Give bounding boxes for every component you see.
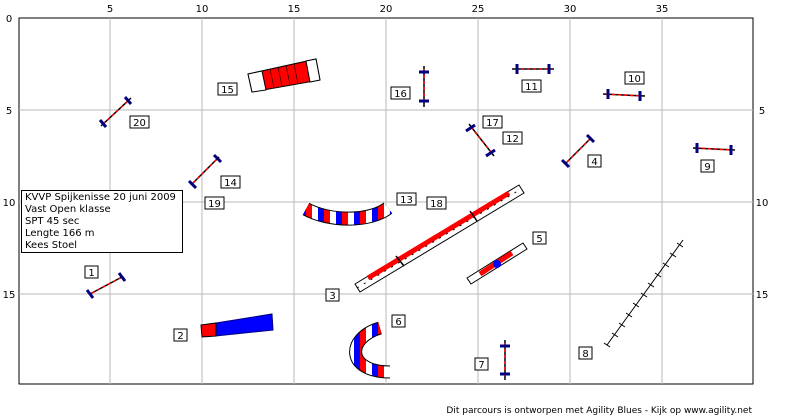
- x-tick: 10: [196, 4, 209, 15]
- x-tick: 35: [656, 4, 669, 15]
- course-info-length: Lengte 166 m: [25, 228, 95, 239]
- obstacle-label-7: 7: [474, 357, 489, 371]
- svg-text:19: 19: [208, 199, 221, 210]
- svg-text:18: 18: [430, 199, 443, 210]
- hurdle-11[interactable]: [512, 64, 554, 74]
- seesaw-5[interactable]: [466, 242, 528, 285]
- svg-text:5: 5: [536, 234, 542, 245]
- course-info-class: Vast Open klasse: [25, 204, 111, 215]
- course-info-event: KVVP Spijkenisse 20 juni 2009: [25, 192, 176, 203]
- y-tick: 15: [756, 290, 769, 301]
- hurdle-12-17[interactable]: [465, 123, 496, 158]
- x-tick: 5: [107, 4, 113, 15]
- course-info-spt: SPT 45 sec: [25, 216, 80, 227]
- y-tick: 15: [3, 290, 16, 301]
- obstacle-label-18: 18: [426, 196, 447, 210]
- svg-text:14: 14: [224, 178, 237, 189]
- x-tick: 30: [564, 4, 577, 15]
- svg-text:16: 16: [394, 89, 407, 100]
- obstacle-label-17: 17: [482, 115, 503, 129]
- x-tick: 25: [472, 4, 485, 15]
- svg-text:3: 3: [329, 291, 335, 302]
- hurdle-7[interactable]: [500, 340, 510, 380]
- svg-text:9: 9: [704, 162, 710, 173]
- svg-text:11: 11: [525, 82, 538, 93]
- svg-text:10: 10: [628, 74, 641, 85]
- x-axis-ticks: 5 10 15 20 25 30 35: [107, 4, 669, 15]
- obstacle-label-2: 2: [173, 328, 188, 342]
- x-tick: 15: [288, 4, 301, 15]
- y-tick: 0: [6, 14, 12, 25]
- svg-text:2: 2: [177, 331, 183, 342]
- hurdle-10[interactable]: [602, 89, 646, 101]
- tunnel-15[interactable]: [247, 58, 321, 93]
- obstacle-label-16: 16: [390, 86, 411, 100]
- obstacle-label-12: 12: [502, 131, 523, 145]
- y-tick: 5: [6, 106, 12, 117]
- closed-tunnel-2[interactable]: [200, 313, 274, 338]
- weave-poles-8[interactable]: [603, 239, 684, 348]
- obstacle-label-15: 15: [217, 82, 238, 96]
- course-info-box: KVVP Spijkenisse 20 juni 2009 Vast Open …: [21, 190, 183, 253]
- footer-credit: Dit parcours is ontworpen met Agility Bl…: [446, 406, 752, 416]
- svg-text:8: 8: [582, 349, 588, 360]
- obstacle-label-4: 4: [587, 154, 602, 168]
- course-info-judge: Kees Stoel: [25, 240, 78, 251]
- obstacle-label-20: 20: [129, 115, 150, 129]
- obstacle-label-8: 8: [578, 346, 593, 360]
- svg-text:17: 17: [486, 118, 499, 129]
- y-axis-ticks-left: 0 5 10 15: [3, 14, 16, 301]
- svg-text:20: 20: [133, 118, 146, 129]
- tunnel-13[interactable]: [302, 202, 393, 226]
- obstacle-label-1: 1: [84, 265, 99, 279]
- y-tick: 10: [3, 198, 16, 209]
- obstacle-label-13: 13: [396, 192, 417, 206]
- y-tick: 10: [756, 198, 769, 209]
- svg-text:4: 4: [591, 157, 597, 168]
- obstacle-label-10: 10: [624, 71, 645, 85]
- svg-text:15: 15: [221, 85, 234, 96]
- obstacle-label-6: 6: [391, 314, 406, 328]
- svg-text:12: 12: [506, 134, 519, 145]
- tunnel-6[interactable]: [349, 321, 391, 379]
- hurdle-1[interactable]: [85, 272, 127, 299]
- hurdle-16[interactable]: [419, 66, 429, 107]
- dog-walk-3-18[interactable]: [354, 184, 525, 293]
- obstacle-label-3: 3: [325, 288, 340, 302]
- svg-text:1: 1: [88, 268, 94, 279]
- hurdle-14-19[interactable]: [187, 153, 223, 190]
- obstacle-label-19: 19: [204, 196, 225, 210]
- y-axis-ticks-right: 5 10 15: [756, 106, 769, 301]
- obstacle-label-5: 5: [532, 231, 547, 245]
- y-tick: 5: [759, 106, 765, 117]
- obstacle-label-9: 9: [700, 159, 715, 173]
- hurdle-20[interactable]: [98, 96, 133, 128]
- obstacle-label-11: 11: [521, 79, 542, 93]
- svg-text:6: 6: [395, 317, 401, 328]
- svg-text:7: 7: [478, 360, 484, 371]
- hurdle-9[interactable]: [692, 143, 736, 155]
- svg-text:13: 13: [400, 195, 413, 206]
- hurdle-4[interactable]: [560, 133, 596, 169]
- obstacle-label-14: 14: [220, 175, 241, 189]
- x-tick: 20: [380, 4, 393, 15]
